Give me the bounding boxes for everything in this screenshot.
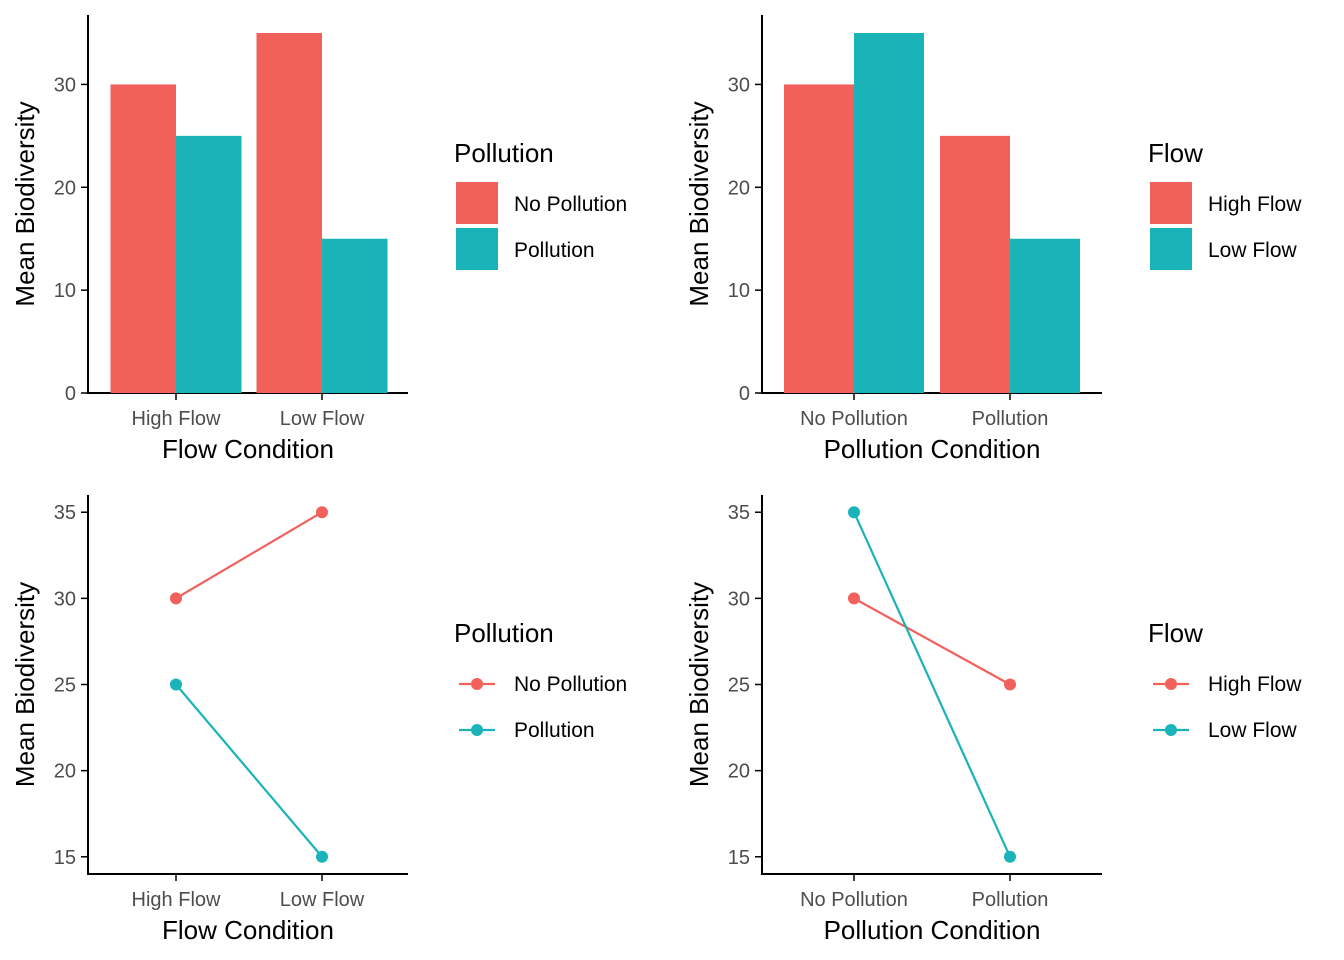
point-pollution: [170, 678, 182, 691]
bar-no-pollution: [110, 84, 176, 393]
line-no-pollution: [175, 511, 323, 600]
legend-label: High Flow: [1208, 193, 1302, 216]
y-tick-label: 20: [728, 177, 750, 199]
point-no-pollution: [170, 592, 182, 605]
y-axis-title: Mean Biodiversity: [684, 582, 714, 787]
panel-top-left: 0 10 20 30 High Flow Low Flow Flow Condition Me…: [10, 15, 627, 464]
line-pollution: [175, 683, 323, 858]
point-low-flow: [1004, 850, 1016, 863]
x-tick-label: Pollution: [972, 889, 1049, 911]
y-axis-title: Mean Biodiversity: [10, 582, 40, 787]
legend-title: Pollution: [454, 138, 554, 168]
y-tick-label: 30: [728, 588, 750, 610]
y-tick-label: 25: [728, 675, 750, 697]
legend-label: No Pollution: [514, 673, 627, 696]
bar-high-flow: [940, 135, 1010, 393]
point-high-flow: [848, 592, 860, 605]
x-axis-title: Flow Condition: [162, 434, 334, 464]
y-tick-label: 15: [728, 847, 750, 869]
legend-title: Flow: [1148, 138, 1203, 168]
y-tick-label: 25: [54, 675, 76, 697]
x-tick-label: High Flow: [132, 408, 221, 430]
x-axis-title: Pollution Condition: [824, 434, 1041, 464]
x-tick-label: Low Flow: [280, 408, 365, 430]
y-tick-label: 30: [728, 74, 750, 96]
panel-bottom-left: 15 20 25 30 35 High Flow Low Flow Flow Conditio…: [10, 495, 627, 945]
bar-high-flow: [784, 84, 854, 393]
legend-label: Low Flow: [1208, 719, 1298, 742]
y-tick-label: 0: [739, 383, 750, 405]
legend-label: Pollution: [514, 719, 595, 742]
point-pollution: [316, 850, 328, 863]
y-tick-label: 20: [54, 761, 76, 783]
legend-key-point: [471, 724, 483, 736]
y-tick-label: 30: [54, 588, 76, 610]
x-tick-label: Low Flow: [280, 889, 365, 911]
y-tick-label: 10: [54, 280, 76, 302]
y-tick-label: 0: [65, 383, 76, 405]
legend-title: Pollution: [454, 618, 554, 648]
bar-low-flow: [854, 33, 924, 393]
point-no-pollution: [316, 506, 328, 519]
legend-label: No Pollution: [514, 193, 627, 216]
y-tick-label: 20: [728, 761, 750, 783]
panel-bottom-right: 15 20 25 30 35 No Pollution Pollution Pollution…: [684, 495, 1302, 945]
bar-no-pollution: [256, 33, 322, 393]
panel-top-right: 0 10 20 30 No Pollution Pollution Pollution Co…: [684, 15, 1302, 464]
bar-low-flow: [1010, 238, 1080, 393]
legend-key-point: [1165, 678, 1177, 690]
bar-pollution: [322, 238, 388, 393]
x-tick-label: No Pollution: [800, 408, 908, 430]
legend-key: [456, 228, 498, 270]
y-tick-label: 35: [728, 502, 750, 524]
legend-label: High Flow: [1208, 673, 1302, 696]
legend-key: [1150, 228, 1192, 270]
y-axis-title: Mean Biodiversity: [10, 101, 40, 306]
point-low-flow: [848, 506, 860, 519]
legend-key: [1150, 182, 1192, 224]
legend-key: [456, 182, 498, 224]
y-tick-label: 20: [54, 177, 76, 199]
y-tick-label: 10: [728, 280, 750, 302]
y-axis-title: Mean Biodiversity: [684, 101, 714, 306]
x-tick-label: Pollution: [972, 408, 1049, 430]
line-high-flow: [853, 597, 1011, 686]
legend-title: Flow: [1148, 618, 1203, 648]
legend-key-point: [471, 678, 483, 690]
line-low-flow: [852, 511, 1012, 858]
y-tick-label: 30: [54, 74, 76, 96]
bar-pollution: [176, 135, 242, 393]
legend-label: Low Flow: [1208, 239, 1298, 262]
x-tick-label: High Flow: [132, 889, 221, 911]
x-tick-label: No Pollution: [800, 889, 908, 911]
x-axis-title: Flow Condition: [162, 915, 334, 945]
legend-key-point: [1165, 724, 1177, 736]
point-high-flow: [1004, 678, 1016, 691]
y-tick-label: 15: [54, 847, 76, 869]
y-tick-label: 35: [54, 502, 76, 524]
x-axis-title: Pollution Condition: [824, 915, 1041, 945]
legend-label: Pollution: [514, 239, 595, 262]
